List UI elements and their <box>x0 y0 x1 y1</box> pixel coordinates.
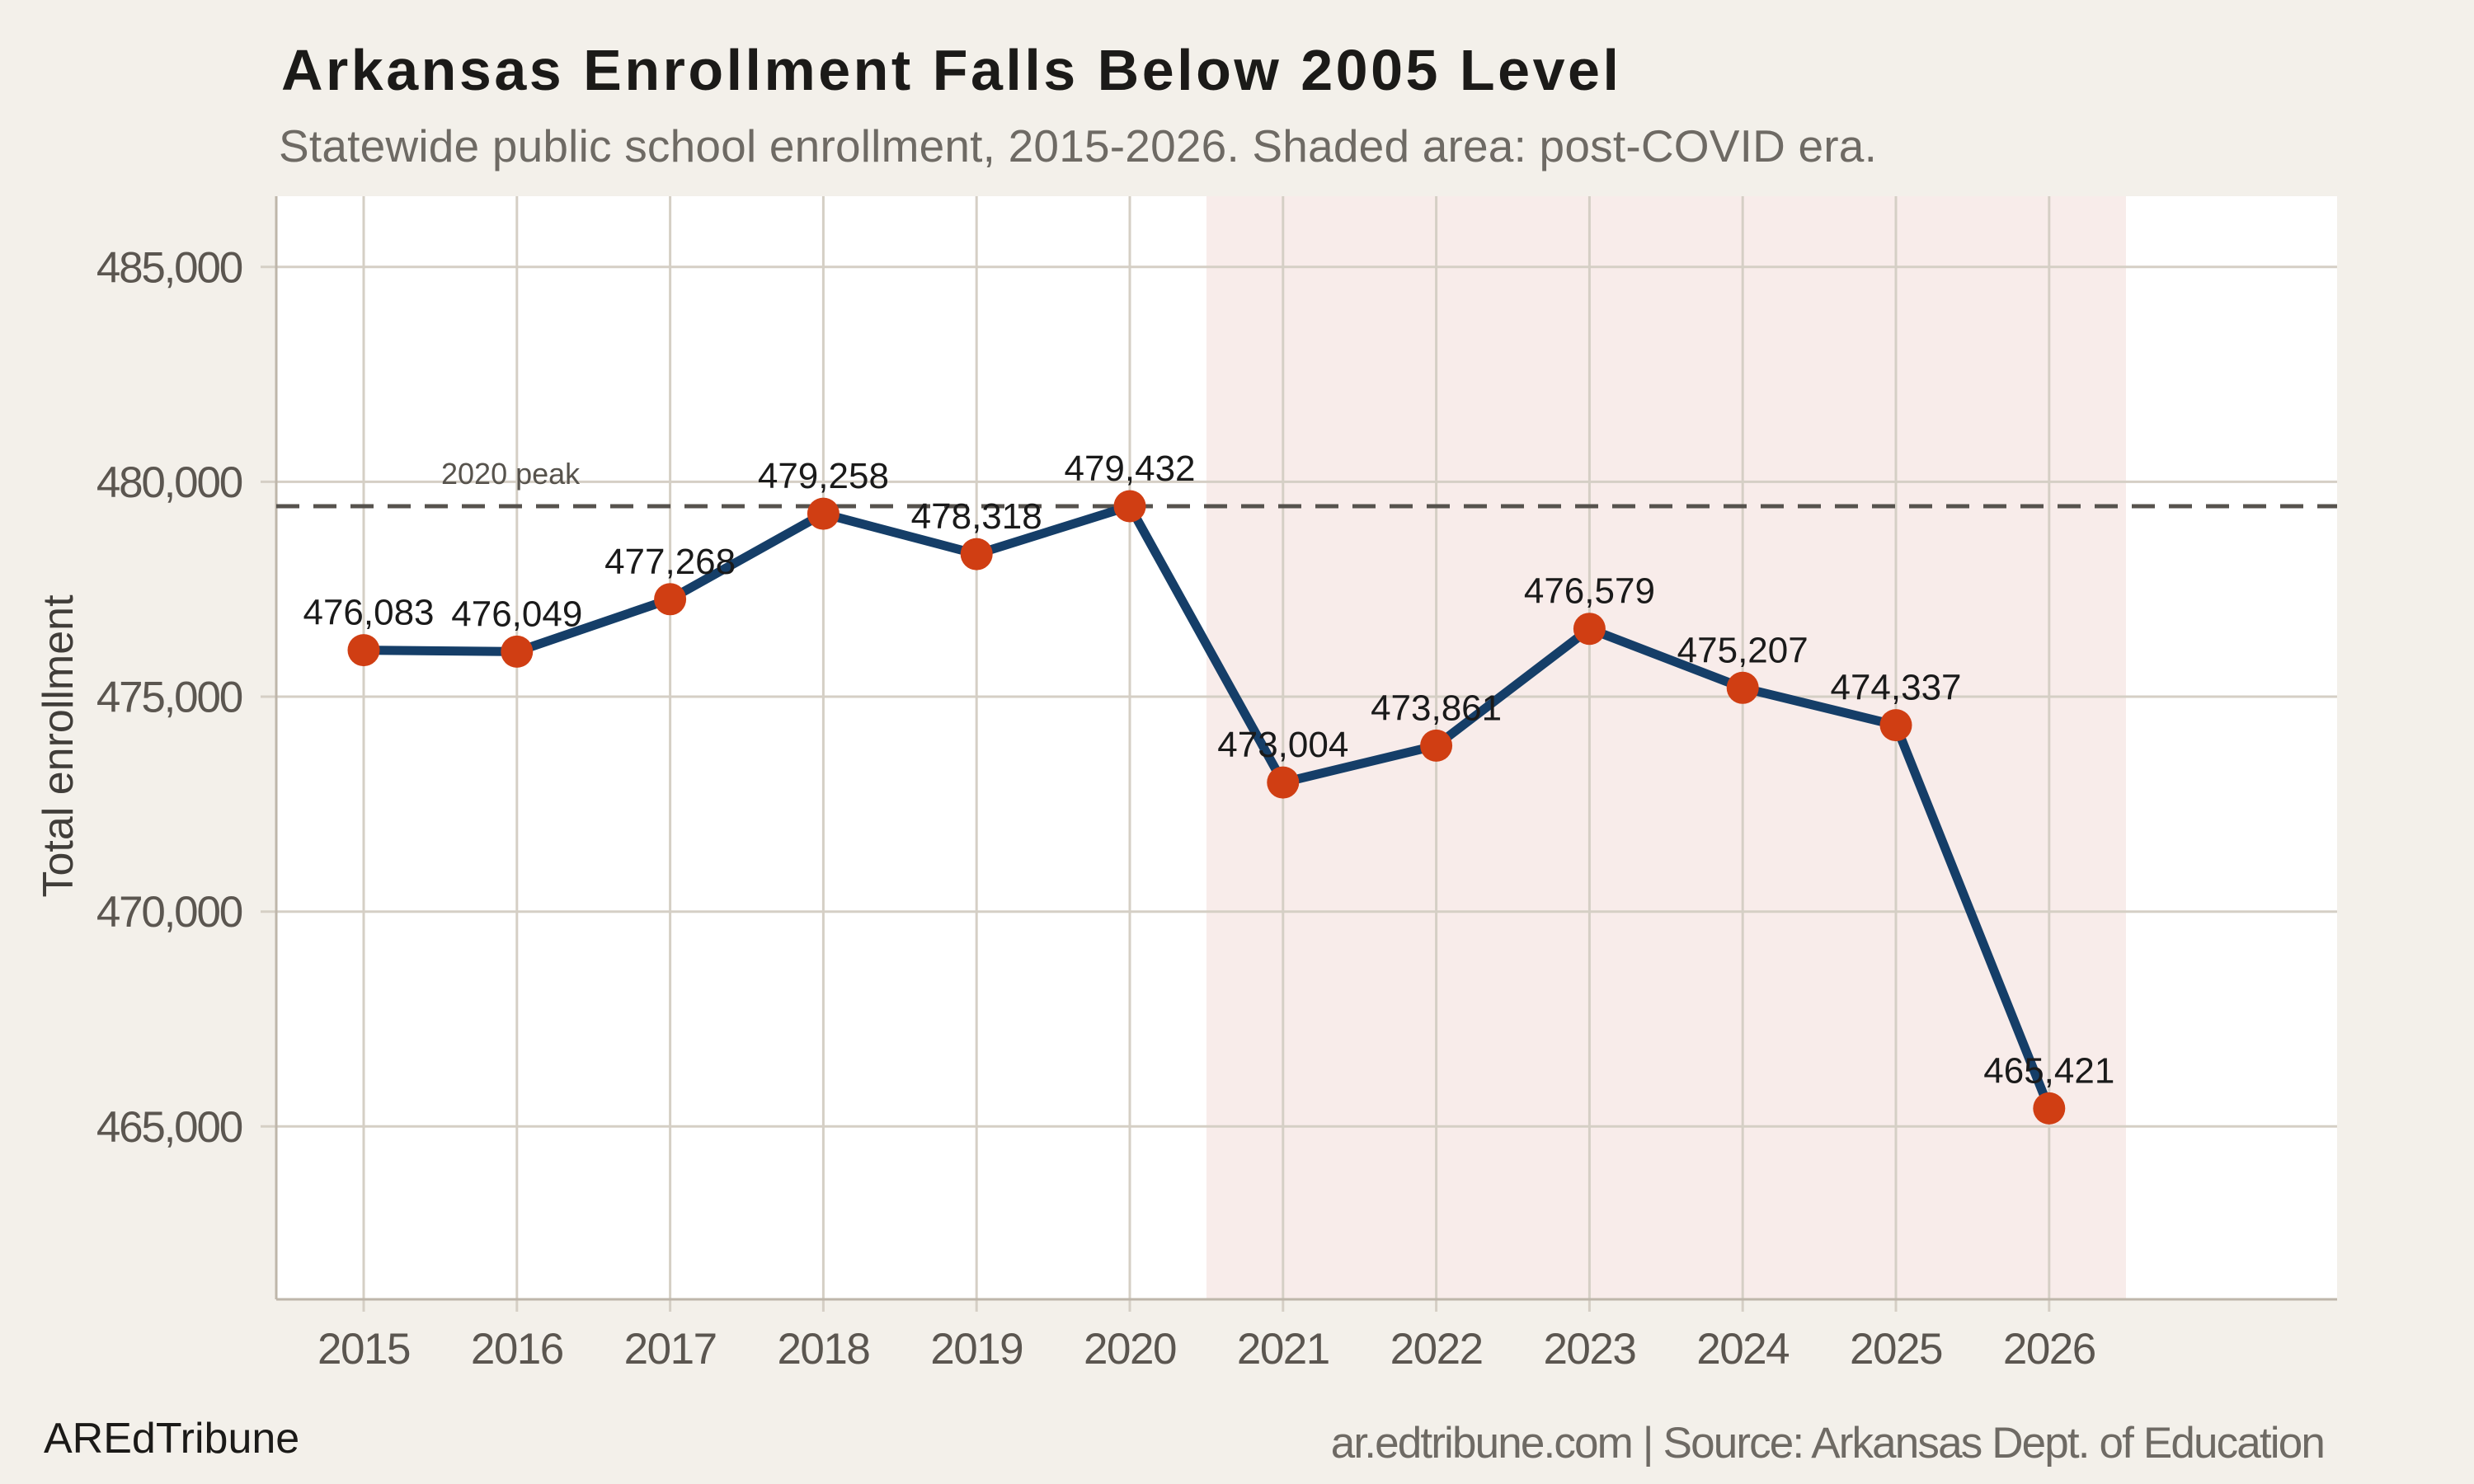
svg-text:2017: 2017 <box>624 1325 717 1374</box>
svg-text:2024: 2024 <box>1696 1325 1789 1374</box>
svg-text:2020: 2020 <box>1084 1325 1176 1374</box>
svg-text:2016: 2016 <box>471 1325 563 1374</box>
svg-text:479,258: 479,258 <box>758 456 889 496</box>
svg-text:474,337: 474,337 <box>1830 668 1961 708</box>
svg-text:AREdTribune: AREdTribune <box>44 1415 299 1463</box>
svg-text:Statewide public school enroll: Statewide public school enrollment, 2015… <box>279 120 1877 171</box>
svg-text:465,000: 465,000 <box>96 1103 242 1152</box>
svg-text:2025: 2025 <box>1850 1325 1942 1374</box>
svg-text:476,049: 476,049 <box>451 594 582 634</box>
svg-text:478,318: 478,318 <box>911 496 1042 537</box>
svg-text:Arkansas Enrollment Falls Belo: Arkansas Enrollment Falls Below 2005 Lev… <box>281 38 1621 102</box>
svg-text:2023: 2023 <box>1543 1325 1635 1374</box>
svg-text:2020 peak: 2020 peak <box>441 457 581 491</box>
svg-text:2022: 2022 <box>1390 1325 1483 1374</box>
svg-text:2019: 2019 <box>930 1325 1023 1374</box>
svg-text:2021: 2021 <box>1237 1325 1329 1374</box>
svg-text:2026: 2026 <box>2003 1325 2095 1374</box>
svg-text:470,000: 470,000 <box>96 888 242 937</box>
svg-text:476,083: 476,083 <box>303 593 434 633</box>
svg-text:479,432: 479,432 <box>1064 448 1195 489</box>
svg-text:485,000: 485,000 <box>96 243 242 292</box>
svg-text:476,579: 476,579 <box>1524 571 1655 612</box>
svg-text:2015: 2015 <box>317 1325 410 1374</box>
svg-text:473,004: 473,004 <box>1217 725 1348 765</box>
svg-text:ar.edtribune.com | Source: Ark: ar.edtribune.com | Source: Arkansas Dept… <box>1331 1419 2324 1468</box>
svg-text:465,421: 465,421 <box>1983 1050 2114 1091</box>
svg-text:473,861: 473,861 <box>1371 688 1502 728</box>
svg-text:475,207: 475,207 <box>1677 630 1808 670</box>
svg-text:2018: 2018 <box>777 1325 869 1374</box>
svg-text:477,268: 477,268 <box>604 542 736 582</box>
svg-text:480,000: 480,000 <box>96 458 242 507</box>
svg-text:Total enrollment: Total enrollment <box>35 594 82 898</box>
svg-text:475,000: 475,000 <box>96 674 242 722</box>
